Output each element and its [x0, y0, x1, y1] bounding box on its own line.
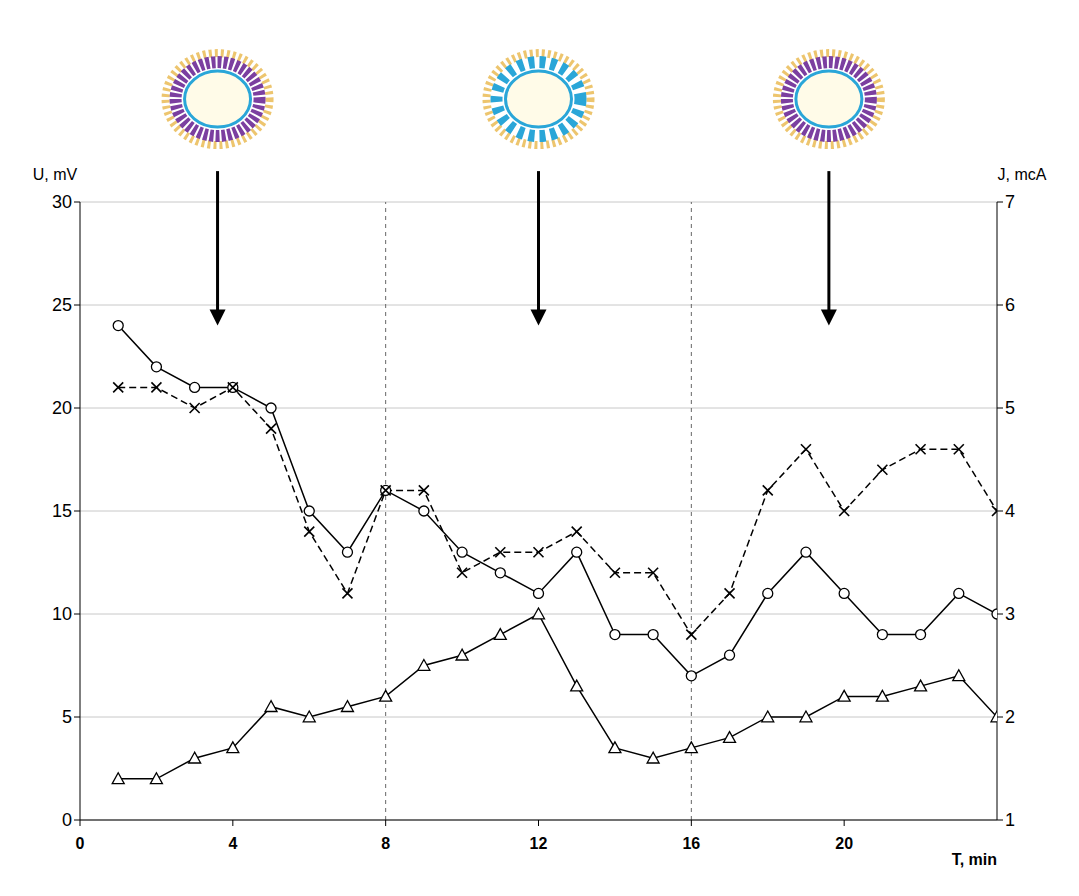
svg-text:2: 2 — [1005, 707, 1015, 727]
svg-text:6: 6 — [1005, 295, 1015, 315]
svg-text:20: 20 — [52, 398, 72, 418]
svg-text:J, mcA: J, mcA — [998, 166, 1047, 183]
svg-text:1: 1 — [1005, 810, 1015, 830]
svg-text:25: 25 — [52, 295, 72, 315]
svg-text:20: 20 — [835, 835, 853, 852]
svg-text:4: 4 — [1005, 501, 1015, 521]
svg-text:30: 30 — [52, 192, 72, 212]
svg-text:4: 4 — [228, 835, 237, 852]
svg-text:U, mV: U, mV — [33, 166, 78, 183]
svg-text:5: 5 — [62, 707, 72, 727]
svg-text:3: 3 — [1005, 604, 1015, 624]
svg-text:10: 10 — [52, 604, 72, 624]
svg-text:8: 8 — [381, 835, 390, 852]
svg-text:0: 0 — [62, 810, 72, 830]
svg-text:7: 7 — [1005, 192, 1015, 212]
svg-text:16: 16 — [682, 835, 700, 852]
svg-text:12: 12 — [530, 835, 548, 852]
svg-text:T, min: T, min — [952, 851, 997, 868]
svg-text:0: 0 — [76, 835, 85, 852]
svg-text:15: 15 — [52, 501, 72, 521]
svg-text:5: 5 — [1005, 398, 1015, 418]
